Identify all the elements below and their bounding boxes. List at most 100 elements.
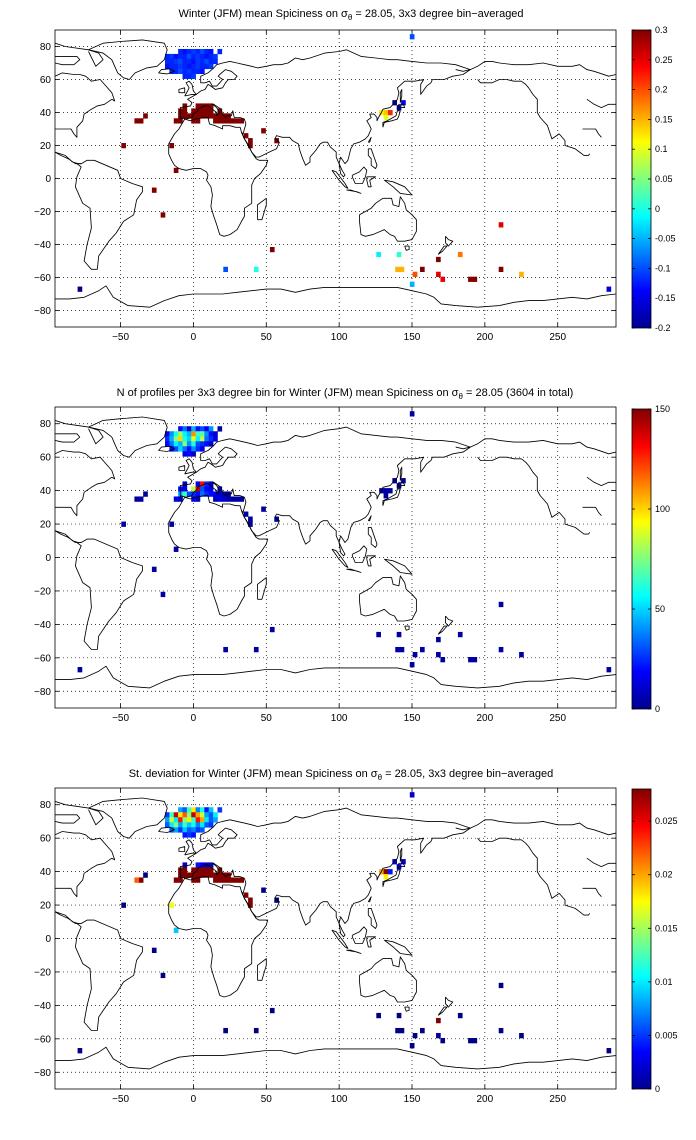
bin-cell: [165, 817, 170, 823]
bin-cell: [387, 110, 393, 116]
y-tick-label: 60: [40, 453, 52, 464]
bin-cell: [412, 651, 418, 658]
panel-title: Winter (JFM) mean Spiciness on σθ = 28.0…: [178, 8, 523, 22]
bin-cell: [199, 822, 205, 828]
bin-cell: [182, 113, 188, 119]
colorbar-tick-label: -0.1: [655, 263, 671, 273]
bin-cell: [243, 133, 249, 139]
bin-cell: [204, 53, 210, 60]
coastline: [582, 506, 602, 516]
bin-cell: [204, 822, 210, 828]
bin-cell: [191, 118, 196, 124]
bin-cell: [165, 53, 170, 60]
bin-cell: [169, 68, 175, 75]
bin-cell: [182, 807, 188, 813]
bin-cell: [396, 251, 402, 258]
bin-cell: [498, 222, 504, 228]
bin-cell: [226, 118, 231, 124]
colorbar-tick-label: -0.2: [655, 323, 671, 333]
gridlines: [55, 407, 616, 708]
bin-cell: [178, 58, 183, 65]
bin-cell: [191, 877, 196, 883]
bin-cell: [182, 486, 188, 492]
x-tick-label: 250: [549, 332, 566, 343]
x-tick-label: 150: [404, 1094, 421, 1105]
bin-cell: [169, 143, 175, 149]
colorbar-tick-label: 0.01: [655, 977, 673, 987]
coastline: [382, 488, 401, 506]
y-tick-label: −40: [34, 1001, 51, 1012]
bin-cell: [376, 631, 381, 638]
bin-cell: [182, 441, 188, 447]
bin-cell: [217, 877, 223, 883]
coastline: [399, 847, 403, 862]
bin-cell: [138, 496, 144, 502]
coastline: [55, 433, 81, 443]
bin-cell: [199, 436, 205, 442]
bin-cell: [165, 822, 170, 828]
bin-cell: [395, 1027, 400, 1034]
bin-cell: [178, 877, 183, 883]
bin-cell: [169, 521, 175, 527]
bin-cell: [195, 481, 201, 487]
bin-cell: [182, 827, 188, 833]
bin-cell: [195, 431, 201, 437]
coastline: [404, 245, 410, 251]
bin-cell: [173, 827, 179, 833]
colorbar-tick-label: 0: [655, 704, 660, 714]
coastline: [367, 907, 378, 929]
coastline: [168, 876, 269, 998]
y-tick-label: −20: [34, 967, 51, 978]
y-tick-label: 0: [45, 174, 51, 185]
data-cells: [77, 792, 612, 1054]
bin-cell: [199, 807, 205, 813]
bin-cell: [195, 436, 201, 442]
y-tick-label: 80: [40, 419, 52, 430]
coastline: [367, 896, 372, 903]
bin-cell: [199, 817, 205, 823]
bin-cell: [134, 118, 140, 124]
bin-cell: [186, 113, 192, 119]
bin-cell: [169, 817, 175, 823]
bin-cell: [217, 872, 223, 878]
coastline: [331, 169, 349, 189]
bin-cell: [186, 807, 192, 813]
bin-cell: [208, 103, 214, 109]
coastline: [158, 826, 175, 833]
bin-cell: [173, 817, 179, 823]
bin-cell: [234, 118, 240, 124]
coastline: [55, 530, 82, 543]
coastline: [179, 426, 471, 557]
bin-cell: [165, 63, 170, 70]
bin-cell: [191, 431, 196, 437]
bin-cell: [173, 496, 179, 502]
bin-cell: [173, 822, 179, 828]
bin-cell: [160, 591, 166, 598]
bin-cell: [239, 496, 244, 502]
bin-cell: [134, 496, 140, 502]
bin-cell: [248, 902, 253, 908]
coastline: [455, 69, 471, 72]
bin-cell: [204, 58, 210, 65]
bin-cell: [468, 276, 473, 282]
bin-cell: [208, 53, 214, 60]
bin-cell: [204, 436, 210, 442]
bin-cell: [274, 897, 279, 903]
bin-cell: [186, 73, 192, 79]
bin-cell: [213, 877, 218, 883]
bin-cell: [186, 872, 192, 878]
bin-cell: [261, 887, 266, 893]
colorbar-tick-label: 0.3: [655, 25, 668, 35]
bin-cell: [204, 867, 210, 873]
coastline: [367, 515, 372, 522]
bin-cell: [440, 657, 446, 663]
bin-cell: [401, 859, 406, 865]
bin-cell: [173, 812, 179, 818]
y-tick-label: 20: [40, 141, 52, 152]
y-tick-label: −40: [34, 240, 51, 251]
bin-cell: [195, 118, 201, 124]
bin-cell: [243, 892, 249, 898]
y-tick-label: −60: [34, 653, 51, 664]
bin-cell: [472, 1038, 478, 1044]
